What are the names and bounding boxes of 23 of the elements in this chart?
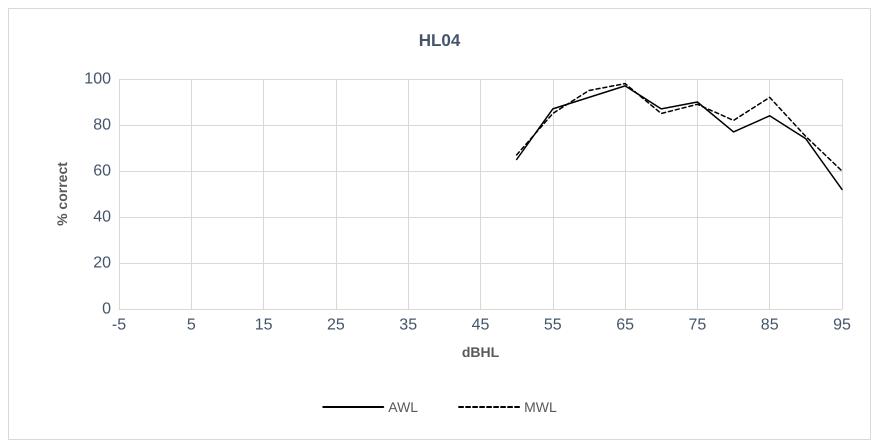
x-tick-label: 65 xyxy=(616,316,634,334)
legend-label: MWL xyxy=(524,399,557,415)
x-tick-label: 5 xyxy=(186,316,196,334)
y-tick-label: 100 xyxy=(84,70,112,88)
x-tick-label: 85 xyxy=(760,316,779,334)
x-tick-label: 75 xyxy=(688,316,706,334)
y-tick-label: 60 xyxy=(93,162,112,180)
x-axis-title: dBHL xyxy=(462,344,500,360)
y-axis-title: % correct xyxy=(54,162,70,226)
y-tick-label: 80 xyxy=(93,116,112,134)
line-series xyxy=(516,85,843,190)
x-tick-label: 35 xyxy=(399,316,418,334)
y-tick-label: 20 xyxy=(93,254,112,272)
legend-label: AWL xyxy=(388,399,418,415)
y-tick-label: 40 xyxy=(93,208,112,226)
x-tick-label: 15 xyxy=(254,316,273,334)
x-tick-label: 45 xyxy=(472,316,490,334)
x-tick-label: -5 xyxy=(112,316,126,334)
x-tick-label: 95 xyxy=(833,316,851,334)
chart-title: HL04 xyxy=(418,31,461,50)
x-tick-label: 25 xyxy=(327,316,345,334)
y-tick-label: 0 xyxy=(102,300,112,318)
x-tick-label: 55 xyxy=(544,316,562,334)
